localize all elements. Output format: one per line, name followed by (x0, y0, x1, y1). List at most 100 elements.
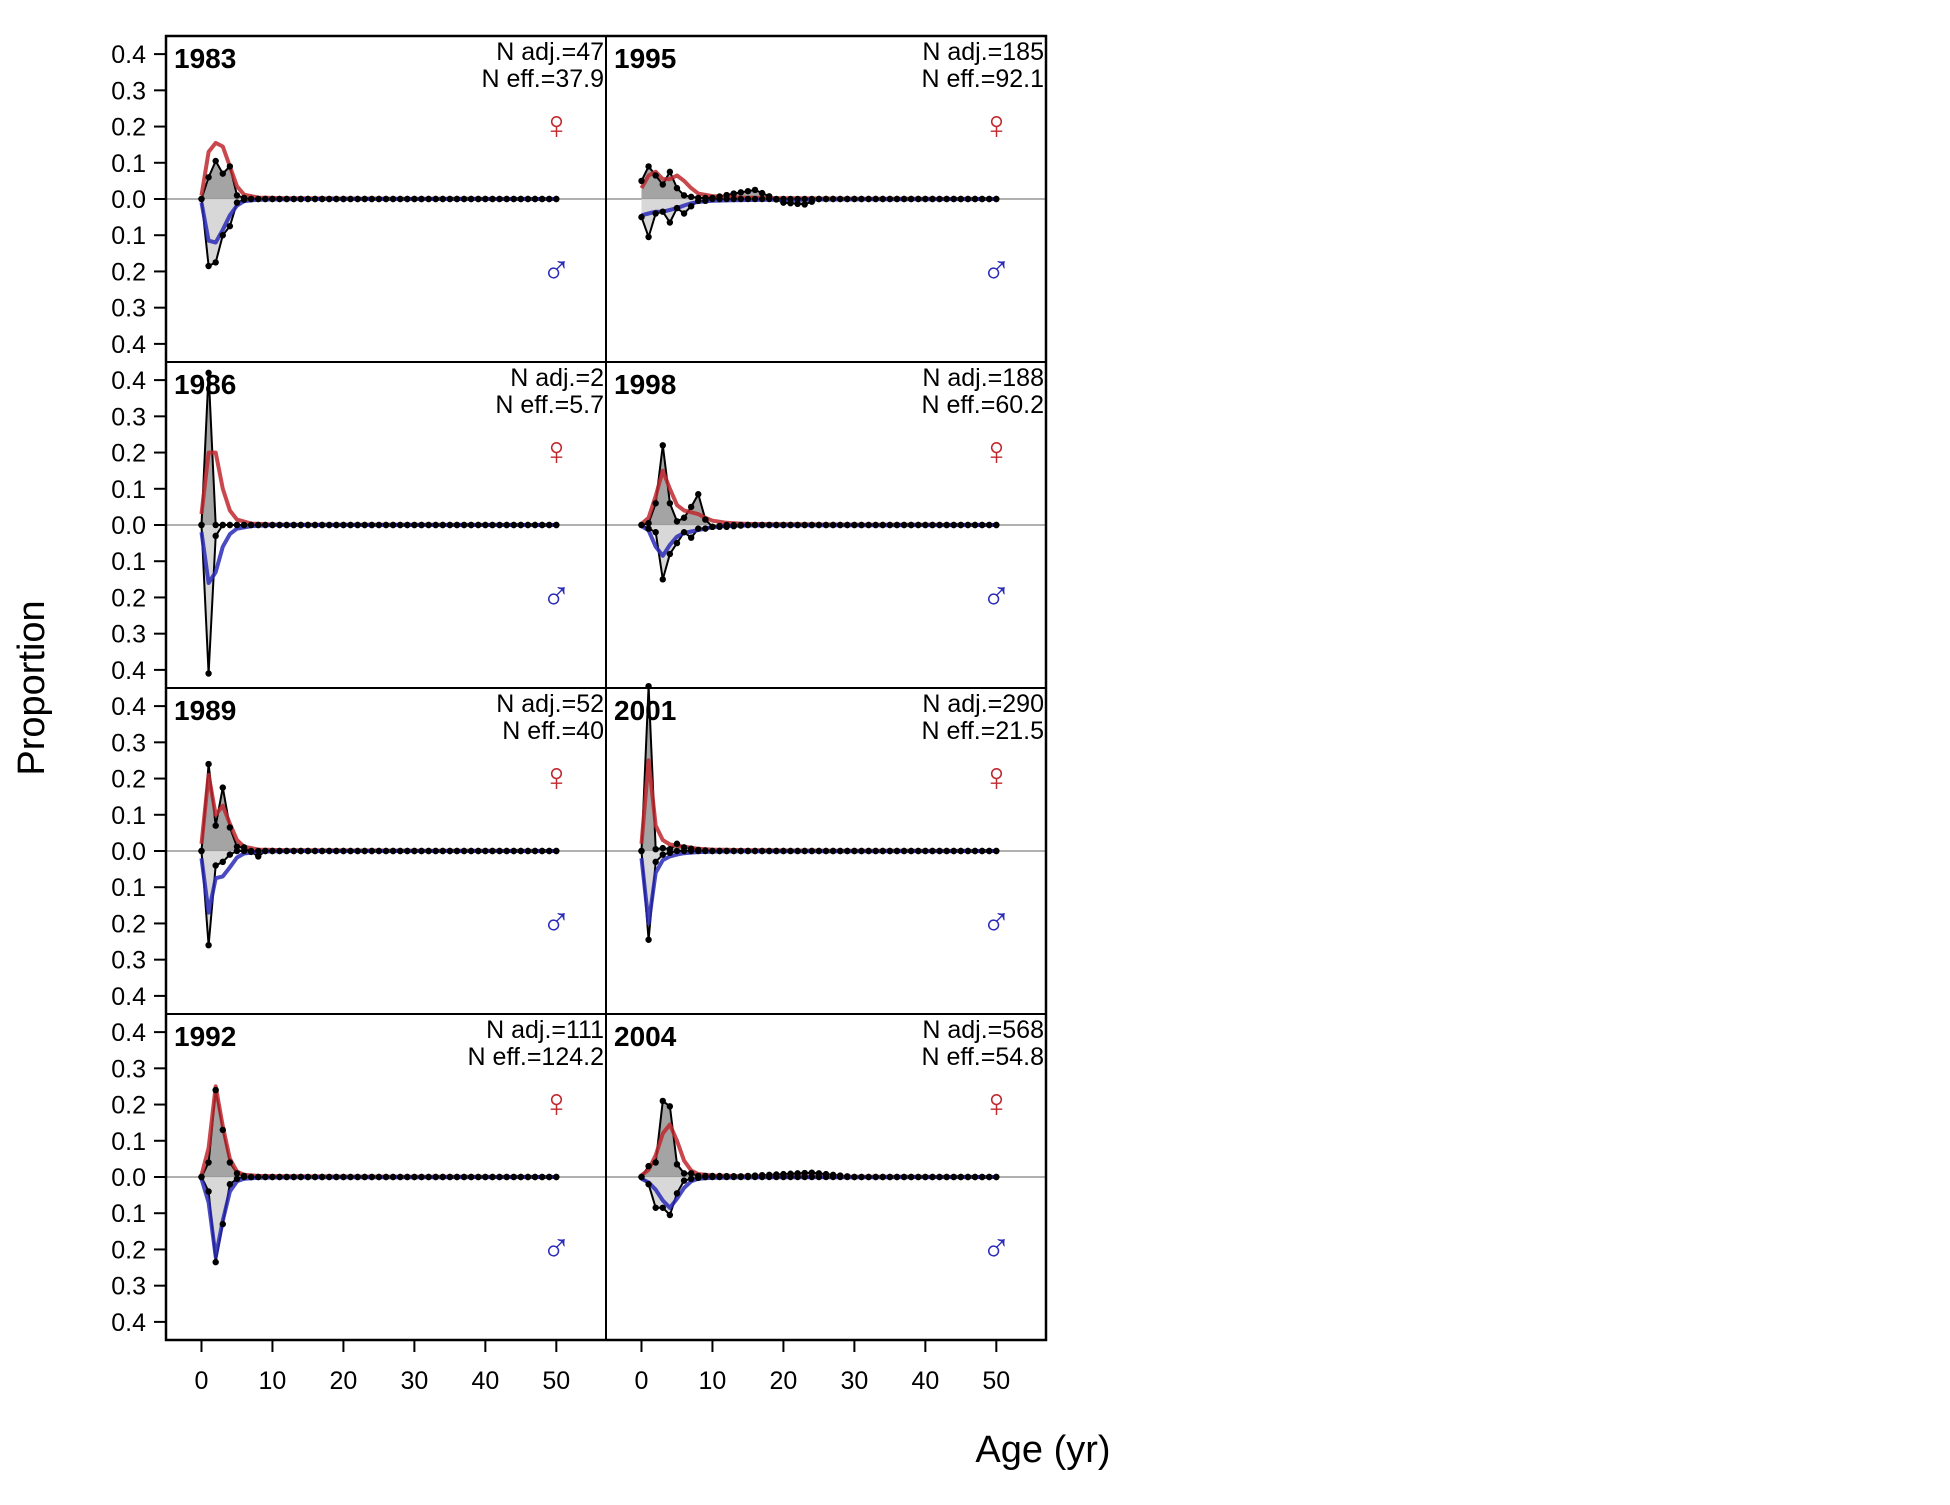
panel-2001-male-observed-point (907, 847, 915, 855)
panel-1998-male-observed-point (815, 521, 823, 529)
panel-1986-male-observed-point (311, 521, 319, 529)
y-tick-label: 0.4 (111, 1019, 146, 1047)
panel-1998-female-observed-point (652, 500, 659, 507)
panel-1986-male-observed-point (368, 521, 376, 529)
panel-1995-male-observed-point (858, 195, 865, 203)
panel-2001-male-observed-point (865, 847, 872, 855)
panel-1998-male-observed-point (808, 521, 816, 529)
panel-1983-male-observed-point (333, 195, 340, 203)
panel-1992-male-observed-point (255, 1173, 262, 1181)
panel-1998-female-observed-point (687, 503, 695, 511)
panel-1998-male-observed-point (673, 539, 681, 547)
panel-1992-male-observed-point (531, 1173, 539, 1181)
panel-1989-male-observed-point (304, 847, 312, 855)
panel-1986-male-observed-point (318, 521, 326, 529)
panel-2001-male-observed-point (659, 851, 666, 858)
panel-1986-male-observed-point (198, 521, 205, 529)
panel-2001-male-observed-point (893, 847, 901, 855)
panel-1995-male-observed-point (844, 195, 851, 203)
panel-1983-female-observed-point (205, 174, 212, 181)
panel-1989-male-observed-point (333, 847, 340, 855)
panel-1998-male-observed-point (865, 521, 872, 529)
panel-1989-male-observed-point (290, 847, 297, 855)
panel-1992-male-observed-point (404, 1173, 411, 1181)
panel-2004-female-observed-point (680, 1170, 688, 1177)
panel-2004-male-observed-point (886, 1173, 894, 1181)
panel-1983-n-adj-label: N adj.=47 (496, 38, 604, 66)
panel-1992-male-observed-point (269, 1173, 276, 1181)
panel-1998-male-observed-point (943, 521, 950, 529)
x-tick-label: 40 (911, 1367, 939, 1395)
panel-1992-male-observed-point (489, 1173, 496, 1181)
panel-1998-male-observed-point (872, 521, 879, 529)
panel-1989-male-observed-point (510, 847, 517, 855)
panel-1992-year-label: 1992 (174, 1021, 236, 1052)
x-tick-label: 20 (770, 1367, 798, 1395)
panel-1986-male-observed-point (546, 521, 553, 529)
panel-1983-female-symbol: ♀ (541, 104, 571, 148)
panel-1992-female-observed-point (226, 1159, 234, 1166)
panel-1992-male-observed-point (524, 1173, 532, 1181)
panel-1989-male-observed-point (418, 847, 425, 855)
panel-1983-male-observed-point (510, 195, 517, 203)
panel-1983-male-observed-point (290, 195, 297, 203)
panel-1983-male-observed-point (475, 195, 482, 203)
panel-1995-male-observed-point (808, 195, 816, 203)
panel-1995-female-observed-point (801, 201, 808, 208)
y-tick-label: 0.0 (111, 186, 146, 214)
panel-1986-male-observed-point (432, 521, 439, 529)
panel-1992-male-observed-point (326, 1173, 333, 1181)
panel-2001-male-observed-point (822, 847, 830, 855)
panel-2001-male-observed-point (702, 847, 709, 855)
panel-1998-male-observed-point (879, 521, 886, 529)
panel-1989-male-observed-point (489, 847, 496, 855)
panel-2004-n-adj-label: N adj.=568 (922, 1016, 1044, 1044)
panel-1998-male-observed-point (709, 523, 716, 531)
panel-2001-male-observed-point (666, 849, 674, 857)
y-tick-label: 0.4 (111, 983, 146, 1011)
panel-2001-male-observed-point (915, 847, 922, 855)
panel-1992-male-observed-point (432, 1173, 439, 1181)
panel-1995-male-observed-point (865, 195, 872, 203)
panel-1998-female-observed-point (702, 516, 709, 523)
panel-1998-male-observed-point (787, 521, 794, 529)
panel-1998-male-observed-point (680, 529, 688, 536)
panel-1983-male-observed-point (404, 195, 411, 203)
panel-2001-male-observed-point (709, 847, 716, 855)
panel-1983-male-observed-point (418, 195, 425, 203)
panel-1986-male-observed-point (482, 521, 489, 529)
panel-1983-female-observed-point (226, 163, 234, 170)
panel-1983-male-observed-point (432, 195, 439, 203)
panel-1995-male-observed-point (638, 213, 645, 221)
panel-1986-male-observed-point (475, 521, 482, 529)
panel-1998-male-observed-point (773, 521, 780, 529)
panel-1998-n-eff-label: N eff.=60.2 (921, 391, 1044, 419)
panel-2004-male-observed-point (723, 1173, 730, 1181)
panel-1989-male-observed-point (460, 847, 468, 855)
panel-1995-n-eff-label: N eff.=92.1 (921, 65, 1044, 93)
panel-2001-male-observed-point (780, 847, 787, 855)
panel-1983-female-observed-point (219, 170, 226, 177)
panel-1992-male-observed-point (233, 1175, 241, 1183)
panel-1983-male-observed-point (198, 195, 205, 203)
panel-1998-male-observed-point (716, 522, 723, 530)
panel-1986-male-observed-point (389, 521, 397, 529)
panel-1998-male-observed-point (986, 521, 993, 529)
panel-1998-male-observed-point (957, 521, 965, 529)
panel-2001-male-observed-point (673, 847, 681, 855)
x-tick-label: 50 (542, 1367, 570, 1395)
panel-1998-male-observed-point (886, 521, 894, 529)
panel-2004-male-observed-point (695, 1174, 702, 1182)
panel-1998-male-observed-point (915, 521, 922, 529)
panel-2004-male-observed-point (766, 1173, 773, 1181)
y-tick-label: 0.0 (111, 1164, 146, 1192)
panel-1983-male-observed-point (538, 195, 546, 203)
panel-1986-male-observed-point (347, 521, 354, 529)
panel-1983-male-symbol: ♂ (541, 248, 571, 292)
panel-1986-female-symbol: ♀ (541, 430, 571, 474)
panel-2001-male-observed-point (900, 847, 908, 855)
panel-1992-male-observed-point (382, 1173, 390, 1181)
